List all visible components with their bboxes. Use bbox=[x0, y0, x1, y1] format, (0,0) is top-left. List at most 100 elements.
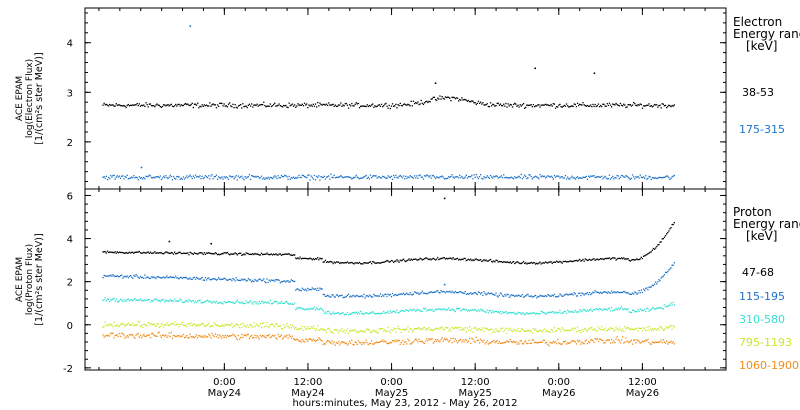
data-point bbox=[346, 294, 349, 296]
data-point bbox=[515, 341, 517, 343]
data-point bbox=[439, 341, 441, 343]
data-point bbox=[373, 293, 375, 295]
data-point bbox=[185, 252, 187, 255]
data-point bbox=[411, 310, 413, 312]
data-point bbox=[227, 253, 230, 255]
data-point bbox=[658, 341, 660, 343]
data-point bbox=[303, 341, 306, 343]
data-point bbox=[634, 291, 636, 293]
data-point bbox=[324, 311, 327, 313]
data-point bbox=[488, 106, 491, 108]
data-point bbox=[668, 305, 670, 307]
data-point bbox=[451, 258, 453, 260]
data-point bbox=[514, 176, 516, 178]
data-point bbox=[607, 291, 609, 293]
data-point bbox=[313, 105, 316, 107]
data-point bbox=[236, 323, 238, 325]
data-point bbox=[220, 177, 222, 179]
data-point bbox=[549, 331, 551, 333]
data-point bbox=[421, 290, 423, 292]
data-point bbox=[129, 274, 132, 277]
data-point bbox=[225, 105, 227, 107]
data-point bbox=[313, 288, 316, 290]
data-point bbox=[263, 278, 265, 280]
data-point bbox=[494, 176, 496, 178]
data-point bbox=[556, 343, 558, 345]
data-point bbox=[451, 290, 453, 292]
data-point bbox=[608, 257, 611, 259]
data-point bbox=[638, 177, 640, 179]
data-point bbox=[146, 324, 148, 327]
data-point bbox=[365, 295, 367, 297]
data-point bbox=[411, 342, 413, 344]
data-point bbox=[309, 307, 311, 310]
data-point bbox=[353, 105, 355, 107]
data-point bbox=[619, 102, 622, 105]
data-point bbox=[452, 96, 454, 99]
data-point bbox=[464, 176, 466, 178]
data-point bbox=[455, 258, 458, 260]
data-point bbox=[279, 325, 281, 327]
data-point bbox=[156, 252, 158, 254]
data-point bbox=[289, 178, 291, 180]
data-point bbox=[594, 176, 596, 179]
data-point bbox=[303, 289, 306, 291]
data-point bbox=[372, 296, 374, 298]
series-310-580 bbox=[102, 297, 675, 316]
data-point bbox=[249, 253, 252, 255]
data-point bbox=[281, 328, 284, 330]
data-point bbox=[347, 293, 350, 295]
data-point bbox=[401, 340, 404, 342]
x-tick-date: May24 bbox=[208, 388, 241, 399]
data-point bbox=[288, 327, 290, 329]
data-point bbox=[504, 341, 506, 344]
data-point bbox=[287, 302, 289, 304]
y-tick-label: 6 bbox=[67, 191, 73, 202]
data-point bbox=[111, 176, 113, 178]
data-point bbox=[623, 330, 625, 332]
data-point bbox=[295, 176, 297, 179]
data-point bbox=[406, 104, 408, 106]
data-point bbox=[628, 311, 630, 313]
data-point bbox=[578, 104, 580, 107]
data-point bbox=[122, 277, 124, 279]
data-point bbox=[361, 343, 363, 346]
data-point bbox=[461, 97, 463, 99]
data-point bbox=[156, 323, 158, 325]
data-point bbox=[394, 260, 396, 263]
data-point bbox=[193, 177, 196, 179]
data-point bbox=[109, 335, 111, 337]
data-point bbox=[152, 276, 154, 278]
data-point bbox=[150, 177, 153, 179]
data-point bbox=[526, 104, 528, 106]
data-point bbox=[422, 342, 425, 344]
data-point bbox=[409, 105, 411, 107]
data-point bbox=[360, 330, 362, 332]
data-point bbox=[510, 341, 513, 343]
data-point bbox=[147, 175, 149, 177]
data-point bbox=[451, 96, 453, 98]
data-point bbox=[511, 294, 514, 296]
data-point bbox=[254, 175, 256, 177]
data-point bbox=[660, 107, 662, 109]
data-point bbox=[365, 105, 367, 108]
data-point bbox=[498, 176, 500, 178]
data-point bbox=[439, 327, 441, 329]
data-point bbox=[416, 102, 418, 105]
data-point bbox=[648, 175, 650, 178]
data-point bbox=[514, 102, 516, 104]
data-point bbox=[550, 175, 552, 177]
data-point bbox=[345, 342, 347, 344]
data-point bbox=[354, 329, 356, 331]
data-point bbox=[145, 252, 147, 254]
data-point bbox=[635, 328, 637, 330]
data-point bbox=[615, 338, 617, 340]
data-point bbox=[158, 276, 160, 278]
data-point bbox=[371, 177, 373, 179]
data-point bbox=[223, 336, 225, 338]
data-point bbox=[526, 294, 528, 296]
data-point bbox=[450, 330, 452, 332]
data-point bbox=[508, 311, 510, 314]
data-point bbox=[416, 339, 418, 341]
data-point bbox=[395, 331, 397, 333]
